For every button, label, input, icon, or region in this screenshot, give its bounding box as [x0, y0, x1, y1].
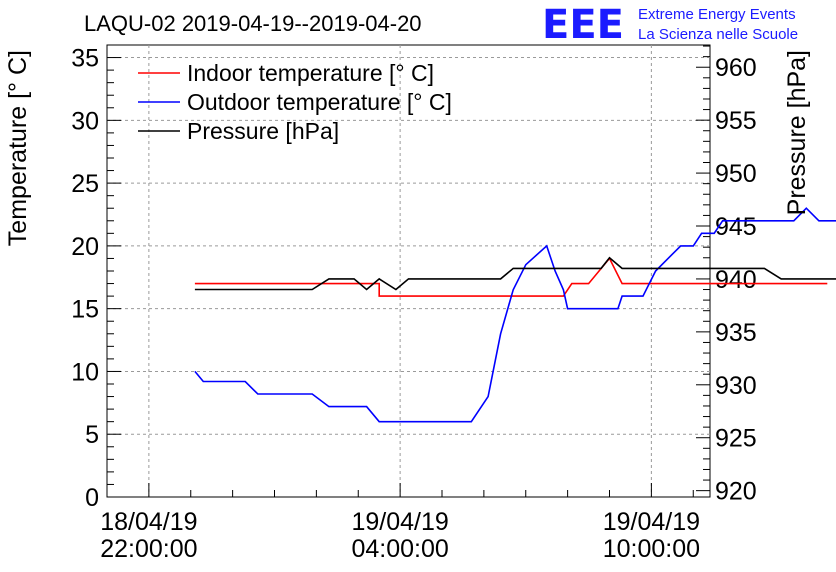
brand-line-1: Extreme Energy Events — [638, 6, 796, 23]
legend-label-1: Indoor temperature [° C] — [187, 60, 434, 86]
y-tick-label: 10 — [71, 358, 99, 386]
y2-tick-label: 925 — [715, 425, 757, 453]
x-tick-date-label: 19/04/19 — [603, 508, 700, 536]
eee-logo-text: EEE — [542, 2, 624, 48]
series-line-3 — [194, 256, 836, 291]
x-tick-time-label: 10:00:00 — [603, 535, 700, 563]
y-tick-label: 25 — [71, 170, 99, 198]
legend-label-2: Outdoor temperature [° C] — [187, 89, 452, 115]
y2-tick-label: 920 — [715, 478, 757, 506]
y2-tick-label: 950 — [715, 160, 757, 188]
x-tick-date-label: 19/04/19 — [351, 508, 448, 536]
y2-tick-label: 935 — [715, 319, 757, 347]
y-tick-label: 35 — [71, 45, 99, 73]
grid — [107, 45, 710, 497]
series-line-2 — [194, 207, 836, 423]
y-tick-label: 30 — [71, 107, 99, 135]
series-line-1 — [194, 256, 828, 297]
y-tick-label: 20 — [71, 233, 99, 261]
chart-title: LAQU-02 2019-04-19--2019-04-20 — [84, 11, 422, 36]
y2-tick-label: 940 — [715, 266, 757, 294]
legend-label-3: Pressure [hPa] — [187, 118, 339, 144]
x-tick-date-label: 18/04/19 — [100, 508, 197, 536]
y-tick-label: 5 — [85, 421, 99, 449]
y2-tick-label: 930 — [715, 372, 757, 400]
y2-tick-label: 960 — [715, 54, 757, 82]
y-tick-label: 15 — [71, 296, 99, 324]
y-tick-label: 0 — [85, 484, 99, 512]
y2-tick-label: 955 — [715, 107, 757, 135]
y-axis-left: 0 5 10 15 20 25 30 35 — [71, 44, 121, 512]
y-axis-title: Temperature [° C] — [4, 50, 32, 246]
x-tick-time-label: 22:00:00 — [100, 535, 197, 563]
y-axis-right: 920 925 930 935 940 945 950 955 960 — [696, 45, 757, 506]
brand-line-2: La Scienza nelle Scuole — [638, 26, 798, 43]
series-group — [194, 207, 836, 423]
legend: Indoor temperature [° C] Outdoor temperat… — [138, 60, 452, 144]
y2-axis-title: Pressure [hPa] — [783, 50, 811, 215]
x-axis: 18/04/1922:00:0019/04/1904:00:0019/04/19… — [100, 483, 700, 563]
eee-logo: EEE — [542, 2, 624, 48]
y2-tick-label: 945 — [715, 213, 757, 241]
x-tick-time-label: 04:00:00 — [351, 535, 448, 563]
